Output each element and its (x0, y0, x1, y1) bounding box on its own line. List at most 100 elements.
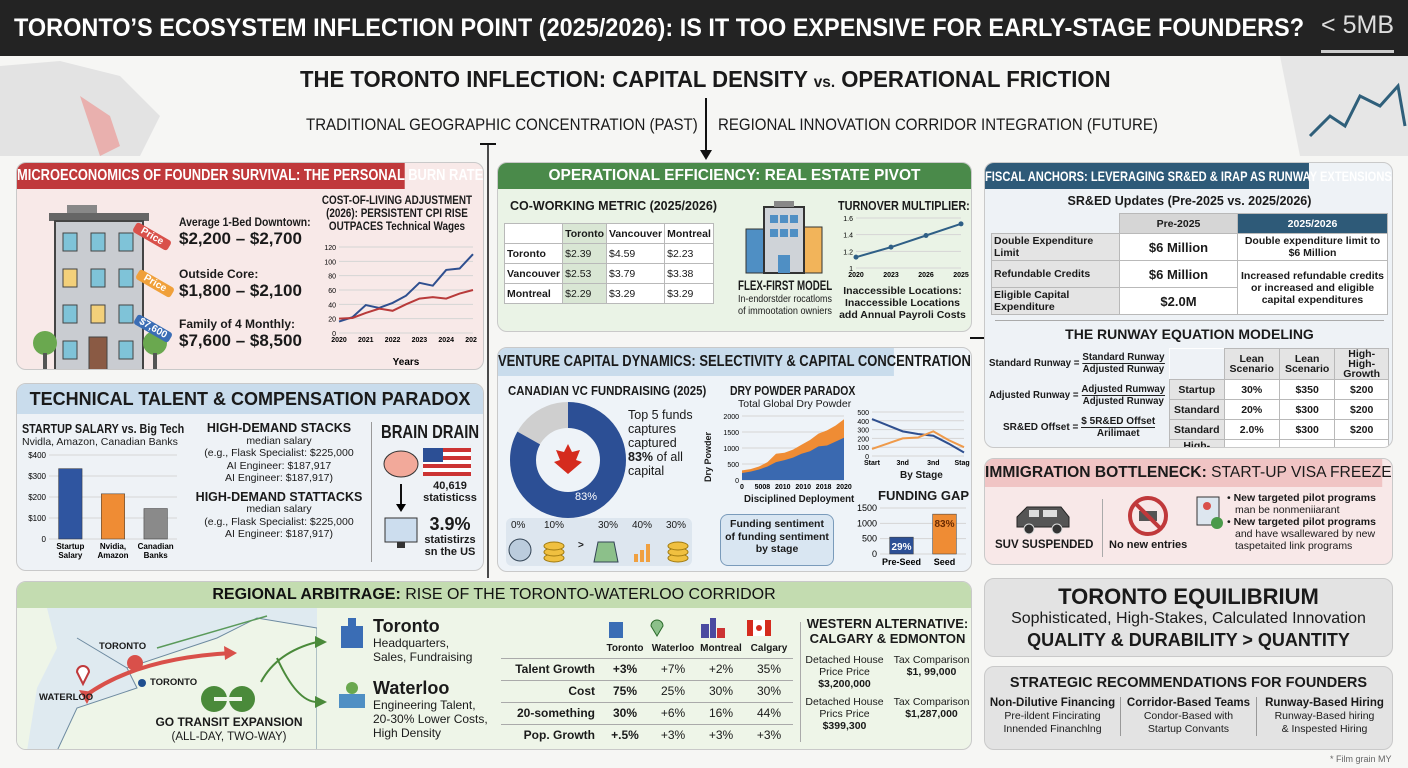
line-series (338, 289, 474, 320)
y-tick-label: 0 (332, 331, 336, 338)
y-tick-label: 2000 (723, 414, 739, 421)
bar (101, 493, 125, 540)
engineering-team-icon (339, 682, 365, 708)
table-row: Cost 75% 25% 30% 30% (501, 680, 793, 702)
data-point (958, 221, 964, 227)
line-series (871, 430, 965, 450)
vc-title: VENTURE CAPITAL DYNAMICS: SELECTIVITY & … (498, 348, 971, 376)
category-label: Seed (934, 557, 956, 567)
x-tick-label: 5008 (755, 484, 771, 491)
strategy-item: Corridor-Based Teams Condor-Based with Sta… (1121, 697, 1257, 736)
strategy-panel: STRATEGIC RECOMMENDATIONS FOR FOUNDERS N… (984, 666, 1393, 750)
connector-arrows (480, 98, 985, 578)
immigration-title: IMMIGRATION BOTTLENECK: START-UP VISA FR… (985, 459, 1392, 487)
x-tick-label: 2020 (836, 484, 852, 491)
fund-share-text: Top 5 funds captures captured 83% of all… (628, 408, 693, 478)
runway-equations: Standard Runway = Standard Runway Adjusted… (989, 351, 1166, 439)
equilibrium-panel: TORONTO EQUILIBRIUM Sophisticated, High-… (984, 578, 1393, 657)
dry-powder-xlabel: Disciplined Deployment (744, 494, 855, 505)
talent-title: TECHNICAL TALENT & COMPENSATION PARADOX (17, 384, 483, 414)
immigration-panel: IMMIGRATION BOTTLENECK: START-UP VISA FR… (984, 458, 1393, 565)
city-tower-icon (341, 618, 363, 648)
turnover-line-chart: 1 1.2 1.4 1.6 2020 2023 2026 2025 (843, 216, 969, 279)
y-tick-label: 120 (324, 245, 336, 252)
fiscal-title: FISCAL ANCHORS: LEVERAGING SR&ED & IRAP … (985, 163, 1392, 189)
funding-gap-title: FUNDING GAP (878, 488, 969, 503)
table-row: Refundable Credits $6 Million Increased re… (991, 260, 1388, 315)
turnover-title: TURNOVER MULTIPLIER: (838, 199, 970, 213)
turnover-notes: Inaccessible Locations: Inaccessible Loca… (839, 285, 966, 321)
category-label: Salary (58, 551, 83, 560)
go-transit-title: GO TRANSIT EXPANSION (155, 715, 303, 729)
y-tick-label: 100 (857, 445, 869, 452)
brain-drain-count: 40,619 statisticss (423, 480, 477, 504)
inflection-title: THE TORONTO INFLECTION: CAPITAL DENSITY … (300, 66, 1111, 92)
page-title-bar: TORONTO’S ECOSYSTEM INFLECTION POINT (20… (0, 0, 1408, 56)
sred-table: Pre-2025 2025/2026 Double Expenditure Lim… (991, 213, 1388, 315)
flex-first-model: FLEX-FIRST MODEL In-endorstder rocatloms o… (738, 277, 833, 317)
y-tick-label: $100 (28, 514, 46, 523)
y-tick-label: 500 (857, 410, 869, 417)
x-tick-label: 2020 (331, 337, 347, 344)
montreal-skyline-icon (701, 618, 725, 638)
category-label: Canadian (138, 542, 174, 551)
y-tick-label: 100 (324, 259, 336, 266)
office-building-icon (745, 201, 823, 274)
strategy-item: Runway-Based Hiring Runway-Based hiring & … (1265, 697, 1384, 735)
coworking-title: CO-WORKING METRIC (2025/2026) (510, 199, 717, 213)
stage-line-chart: 0100200300400500Start3nd3ndStage (857, 410, 970, 467)
map-label-toronto: TORONTO (99, 641, 147, 652)
y-tick-label: 0 (735, 478, 739, 485)
x-axis-label: Years (393, 357, 420, 368)
y-tick-label: 1.4 (843, 233, 853, 240)
x-tick-label: 2010 (795, 484, 811, 491)
table-row: 20-something 30% +6% 16% 44% (501, 702, 793, 724)
x-tick-label: 2023 (412, 337, 428, 344)
bar-data-label: 83% (934, 519, 954, 530)
vc-panel: VENTURE CAPITAL DYNAMICS: SELECTIVITY & … (497, 347, 972, 572)
branch-arrows-icon (260, 636, 327, 708)
line-series (338, 253, 474, 323)
corridor-map (17, 608, 317, 749)
future-label: REGIONAL INNOVATION CORRIDOR INTEGRATION… (718, 115, 1158, 134)
table-row: Standard 2.0% $300 $200 (1169, 419, 1389, 440)
map-label-waterloo: WATERLOO (39, 692, 94, 703)
map-label-toronto: TORONTO (150, 677, 198, 688)
micro-panel: MICROECONOMICS OF FOUNDER SURVIVAL: THE … (16, 162, 484, 370)
x-tick-label: 3nd (896, 460, 908, 467)
table-row: Talent Growth +3% +7% +2% 35% (501, 658, 793, 680)
brain-drain-title: BRAIN DRAIN (381, 422, 480, 442)
y-tick-label: $400 (28, 451, 46, 460)
y-tick-label: 500 (727, 462, 739, 469)
line-series (855, 222, 962, 259)
rent-item: Average 1-Bed Downtown: $2,200 – $2,700 (179, 215, 311, 248)
visa-document-icon (1196, 496, 1223, 529)
funding-gap-bar-chart: 0 500 1000 1500 29% Pre-Seed 83% Seed (857, 504, 966, 567)
rent-item: Family of 4 Monthly: $7,600 – $8,500 (179, 317, 302, 350)
y-tick-label: 400 (857, 419, 869, 426)
footnote: * Film grain MY (1330, 754, 1392, 764)
cola-line-chart: 0 20 40 60 80 100 120 2020 2021 2022 2023 2024 2026 Y… (324, 245, 477, 368)
visa-bullets: • New targeted pilot programs man be nonm… (1227, 492, 1376, 552)
x-tick-label: 2021 (358, 337, 374, 344)
y-tick-label: 60 (328, 288, 336, 295)
coin-stack-icon (667, 541, 689, 563)
strategy-title: STRATEGIC RECOMMENDATIONS FOR FOUNDERS (1009, 675, 1368, 691)
no-new-entries: No new entries (1109, 539, 1188, 551)
regional-title: REGIONAL ARBITRAGE: RISE OF THE TORONTO-… (17, 582, 971, 608)
strategy-item: Non-Dilutive Financing Pre-ildent Fincira… (985, 697, 1121, 736)
fund-share-donut: 83% (510, 402, 626, 518)
maple-leaf-icon (554, 444, 582, 474)
growth-chart-icon (634, 544, 650, 562)
runway-title: THE RUNWAY EQUATION MODELING (1065, 326, 1314, 342)
apartment-building-icon (33, 205, 167, 369)
sred-subtitle: SR&ED Updates (Pre-2025 vs. 2025/2026) (1067, 194, 1312, 208)
bar (143, 508, 168, 540)
category-label: Startup (56, 542, 84, 551)
fundraising-title: CANADIAN VC FUNDRAISING (2025) (508, 384, 707, 398)
x-tick-label: 2022 (385, 337, 401, 344)
rent-item: Outside Core: $1,800 – $2,100 (179, 267, 302, 300)
table-row: High-Growth30%$250$600 (1169, 439, 1389, 447)
micro-title: MICROECONOMICS OF FOUNDER SURVIVAL: THE … (17, 163, 483, 189)
